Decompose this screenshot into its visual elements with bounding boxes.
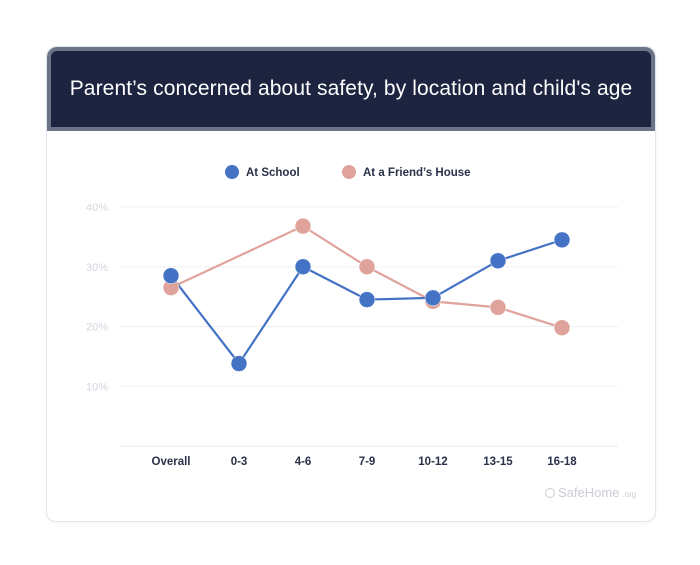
x-category-label: 4-6 — [295, 456, 312, 468]
legend-marker-at-friends-house — [342, 165, 356, 179]
data-point-at-friends-house — [358, 258, 376, 275]
data-point-at-school — [230, 355, 248, 372]
chart-gridlines — [120, 206, 618, 447]
data-point-at-school — [358, 291, 376, 308]
y-tick-label: 10% — [86, 381, 108, 393]
x-axis-categories: Overall 0-3 4-6 7-9 10-12 13-15 16-18 — [152, 456, 578, 468]
watermark: SafeHome .org — [545, 485, 636, 500]
data-point-at-friends-house — [553, 319, 571, 336]
y-tick-label: 20% — [86, 322, 108, 334]
watermark-brand: SafeHome — [558, 485, 620, 500]
chart-title: Parent’s concerned about safety, by loca… — [69, 77, 633, 100]
x-category-label: 16-18 — [547, 456, 577, 468]
y-tick-label: 30% — [86, 262, 108, 274]
data-point-at-school — [162, 267, 180, 284]
y-axis-ticks: 10% 20% 30% 40% — [86, 202, 108, 393]
safehome-logo-icon — [545, 488, 555, 498]
chart-header: Parent’s concerned about safety, by loca… — [47, 47, 655, 131]
x-category-label: Overall — [152, 456, 191, 468]
legend-label: At School — [246, 167, 300, 179]
x-category-label: 7-9 — [359, 456, 376, 468]
legend-marker-at-school — [225, 165, 239, 179]
x-category-label: 10-12 — [418, 456, 447, 468]
data-point-at-school — [489, 252, 507, 270]
data-point-at-school — [553, 231, 571, 249]
y-tick-label: 40% — [86, 202, 108, 214]
x-category-label: 0-3 — [231, 456, 248, 468]
series-points — [162, 217, 571, 372]
data-point-at-friends-house — [489, 299, 507, 316]
data-point-at-school — [294, 258, 312, 275]
x-category-label: 13-15 — [483, 456, 513, 468]
chart-legend: At School At a Friend’s House — [225, 165, 471, 179]
legend-label: At a Friend’s House — [363, 167, 471, 179]
series-line-at-friends-house — [170, 225, 563, 329]
data-point-at-friends-house — [294, 217, 312, 235]
data-point-at-school — [424, 289, 442, 307]
chart-card: Parent’s concerned about safety, by loca… — [46, 46, 656, 522]
watermark-suffix: .org — [622, 490, 637, 499]
